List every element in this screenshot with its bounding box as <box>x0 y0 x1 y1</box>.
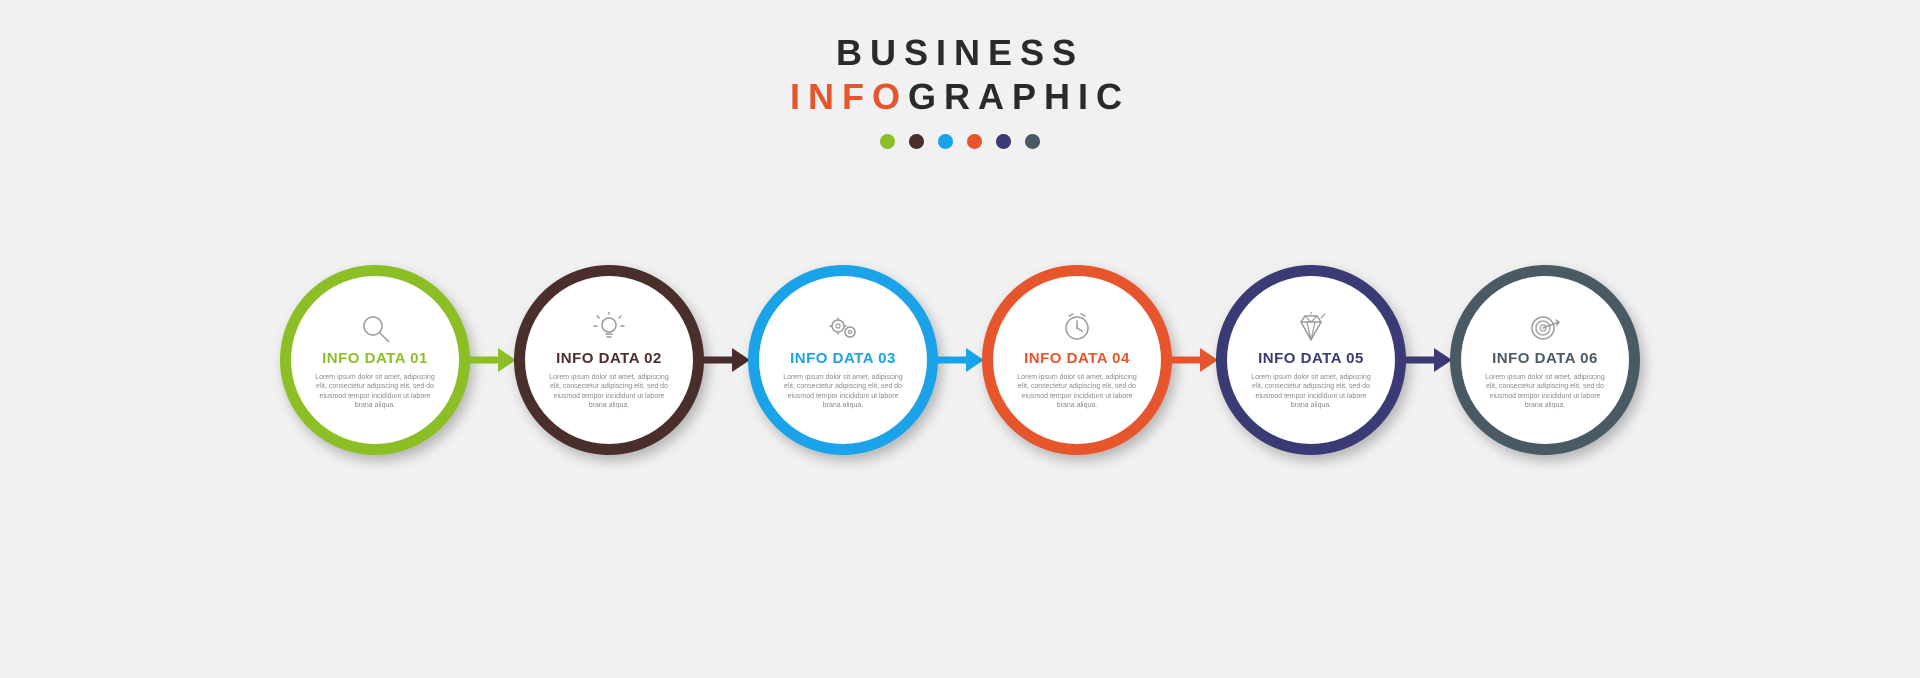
step-2: INFO DATA 02 Lorem ipsum dolor sit amet, … <box>514 265 704 455</box>
arrow-3 <box>936 356 984 364</box>
step-body: Lorem ipsum dolor sit amet, adipiscing e… <box>1012 373 1142 411</box>
legend-dot-3 <box>938 134 953 149</box>
step-body: Lorem ipsum dolor sit amet, adipiscing e… <box>310 373 440 411</box>
step-body: Lorem ipsum dolor sit amet, adipiscing e… <box>544 373 674 411</box>
step-title: INFO DATA 06 <box>1492 350 1598 367</box>
step-inner: INFO DATA 02 Lorem ipsum dolor sit amet, … <box>525 276 693 444</box>
legend-dot-1 <box>880 134 895 149</box>
step-title: INFO DATA 03 <box>790 350 896 367</box>
step-1: INFO DATA 01 Lorem ipsum dolor sit amet, … <box>280 265 470 455</box>
title-line-2: INFOGRAPHIC <box>0 76 1920 118</box>
step-inner: INFO DATA 05 Lorem ipsum dolor sit amet, … <box>1227 276 1395 444</box>
step-ring: INFO DATA 02 Lorem ipsum dolor sit amet, … <box>514 265 704 455</box>
step-body: Lorem ipsum dolor sit amet, adipiscing e… <box>1246 373 1376 411</box>
step-inner: INFO DATA 04 Lorem ipsum dolor sit amet, … <box>993 276 1161 444</box>
step-ring: INFO DATA 01 Lorem ipsum dolor sit amet, … <box>280 265 470 455</box>
step-5: INFO DATA 05 Lorem ipsum dolor sit amet, … <box>1216 265 1406 455</box>
step-inner: INFO DATA 06 Lorem ipsum dolor sit amet, … <box>1461 276 1629 444</box>
arrow-4 <box>1170 356 1218 364</box>
step-title: INFO DATA 05 <box>1258 350 1364 367</box>
step-ring: INFO DATA 05 Lorem ipsum dolor sit amet, … <box>1216 265 1406 455</box>
step-inner: INFO DATA 03 Lorem ipsum dolor sit amet, … <box>759 276 927 444</box>
target-icon <box>1528 310 1562 344</box>
step-body: Lorem ipsum dolor sit amet, adipiscing e… <box>1480 373 1610 411</box>
title-rest: GRAPHIC <box>908 76 1130 117</box>
legend-dot-6 <box>1025 134 1040 149</box>
step-ring: INFO DATA 06 Lorem ipsum dolor sit amet, … <box>1450 265 1640 455</box>
title-accent: INFO <box>790 76 908 117</box>
arrow-1 <box>468 356 516 364</box>
step-title: INFO DATA 01 <box>322 350 428 367</box>
step-ring: INFO DATA 04 Lorem ipsum dolor sit amet, … <box>982 265 1172 455</box>
step-body: Lorem ipsum dolor sit amet, adipiscing e… <box>778 373 908 411</box>
legend-dot-4 <box>967 134 982 149</box>
magnifier-icon <box>358 310 392 344</box>
arrow-5 <box>1404 356 1452 364</box>
lightbulb-icon <box>592 310 626 344</box>
arrow-2 <box>702 356 750 364</box>
step-title: INFO DATA 02 <box>556 350 662 367</box>
diamond-icon <box>1294 310 1328 344</box>
step-inner: INFO DATA 01 Lorem ipsum dolor sit amet, … <box>291 276 459 444</box>
legend-dot-2 <box>909 134 924 149</box>
step-3: INFO DATA 03 Lorem ipsum dolor sit amet, … <box>748 265 938 455</box>
step-title: INFO DATA 04 <box>1024 350 1130 367</box>
legend-dot-5 <box>996 134 1011 149</box>
process-flow: INFO DATA 01 Lorem ipsum dolor sit amet, … <box>0 260 1920 460</box>
step-6: INFO DATA 06 Lorem ipsum dolor sit amet, … <box>1450 265 1640 455</box>
header: BUSINESS INFOGRAPHIC <box>0 0 1920 149</box>
title-line-1: BUSINESS <box>0 32 1920 74</box>
step-ring: INFO DATA 03 Lorem ipsum dolor sit amet, … <box>748 265 938 455</box>
color-dots <box>0 134 1920 149</box>
gears-icon <box>826 310 860 344</box>
step-4: INFO DATA 04 Lorem ipsum dolor sit amet, … <box>982 265 1172 455</box>
clock-icon <box>1060 310 1094 344</box>
